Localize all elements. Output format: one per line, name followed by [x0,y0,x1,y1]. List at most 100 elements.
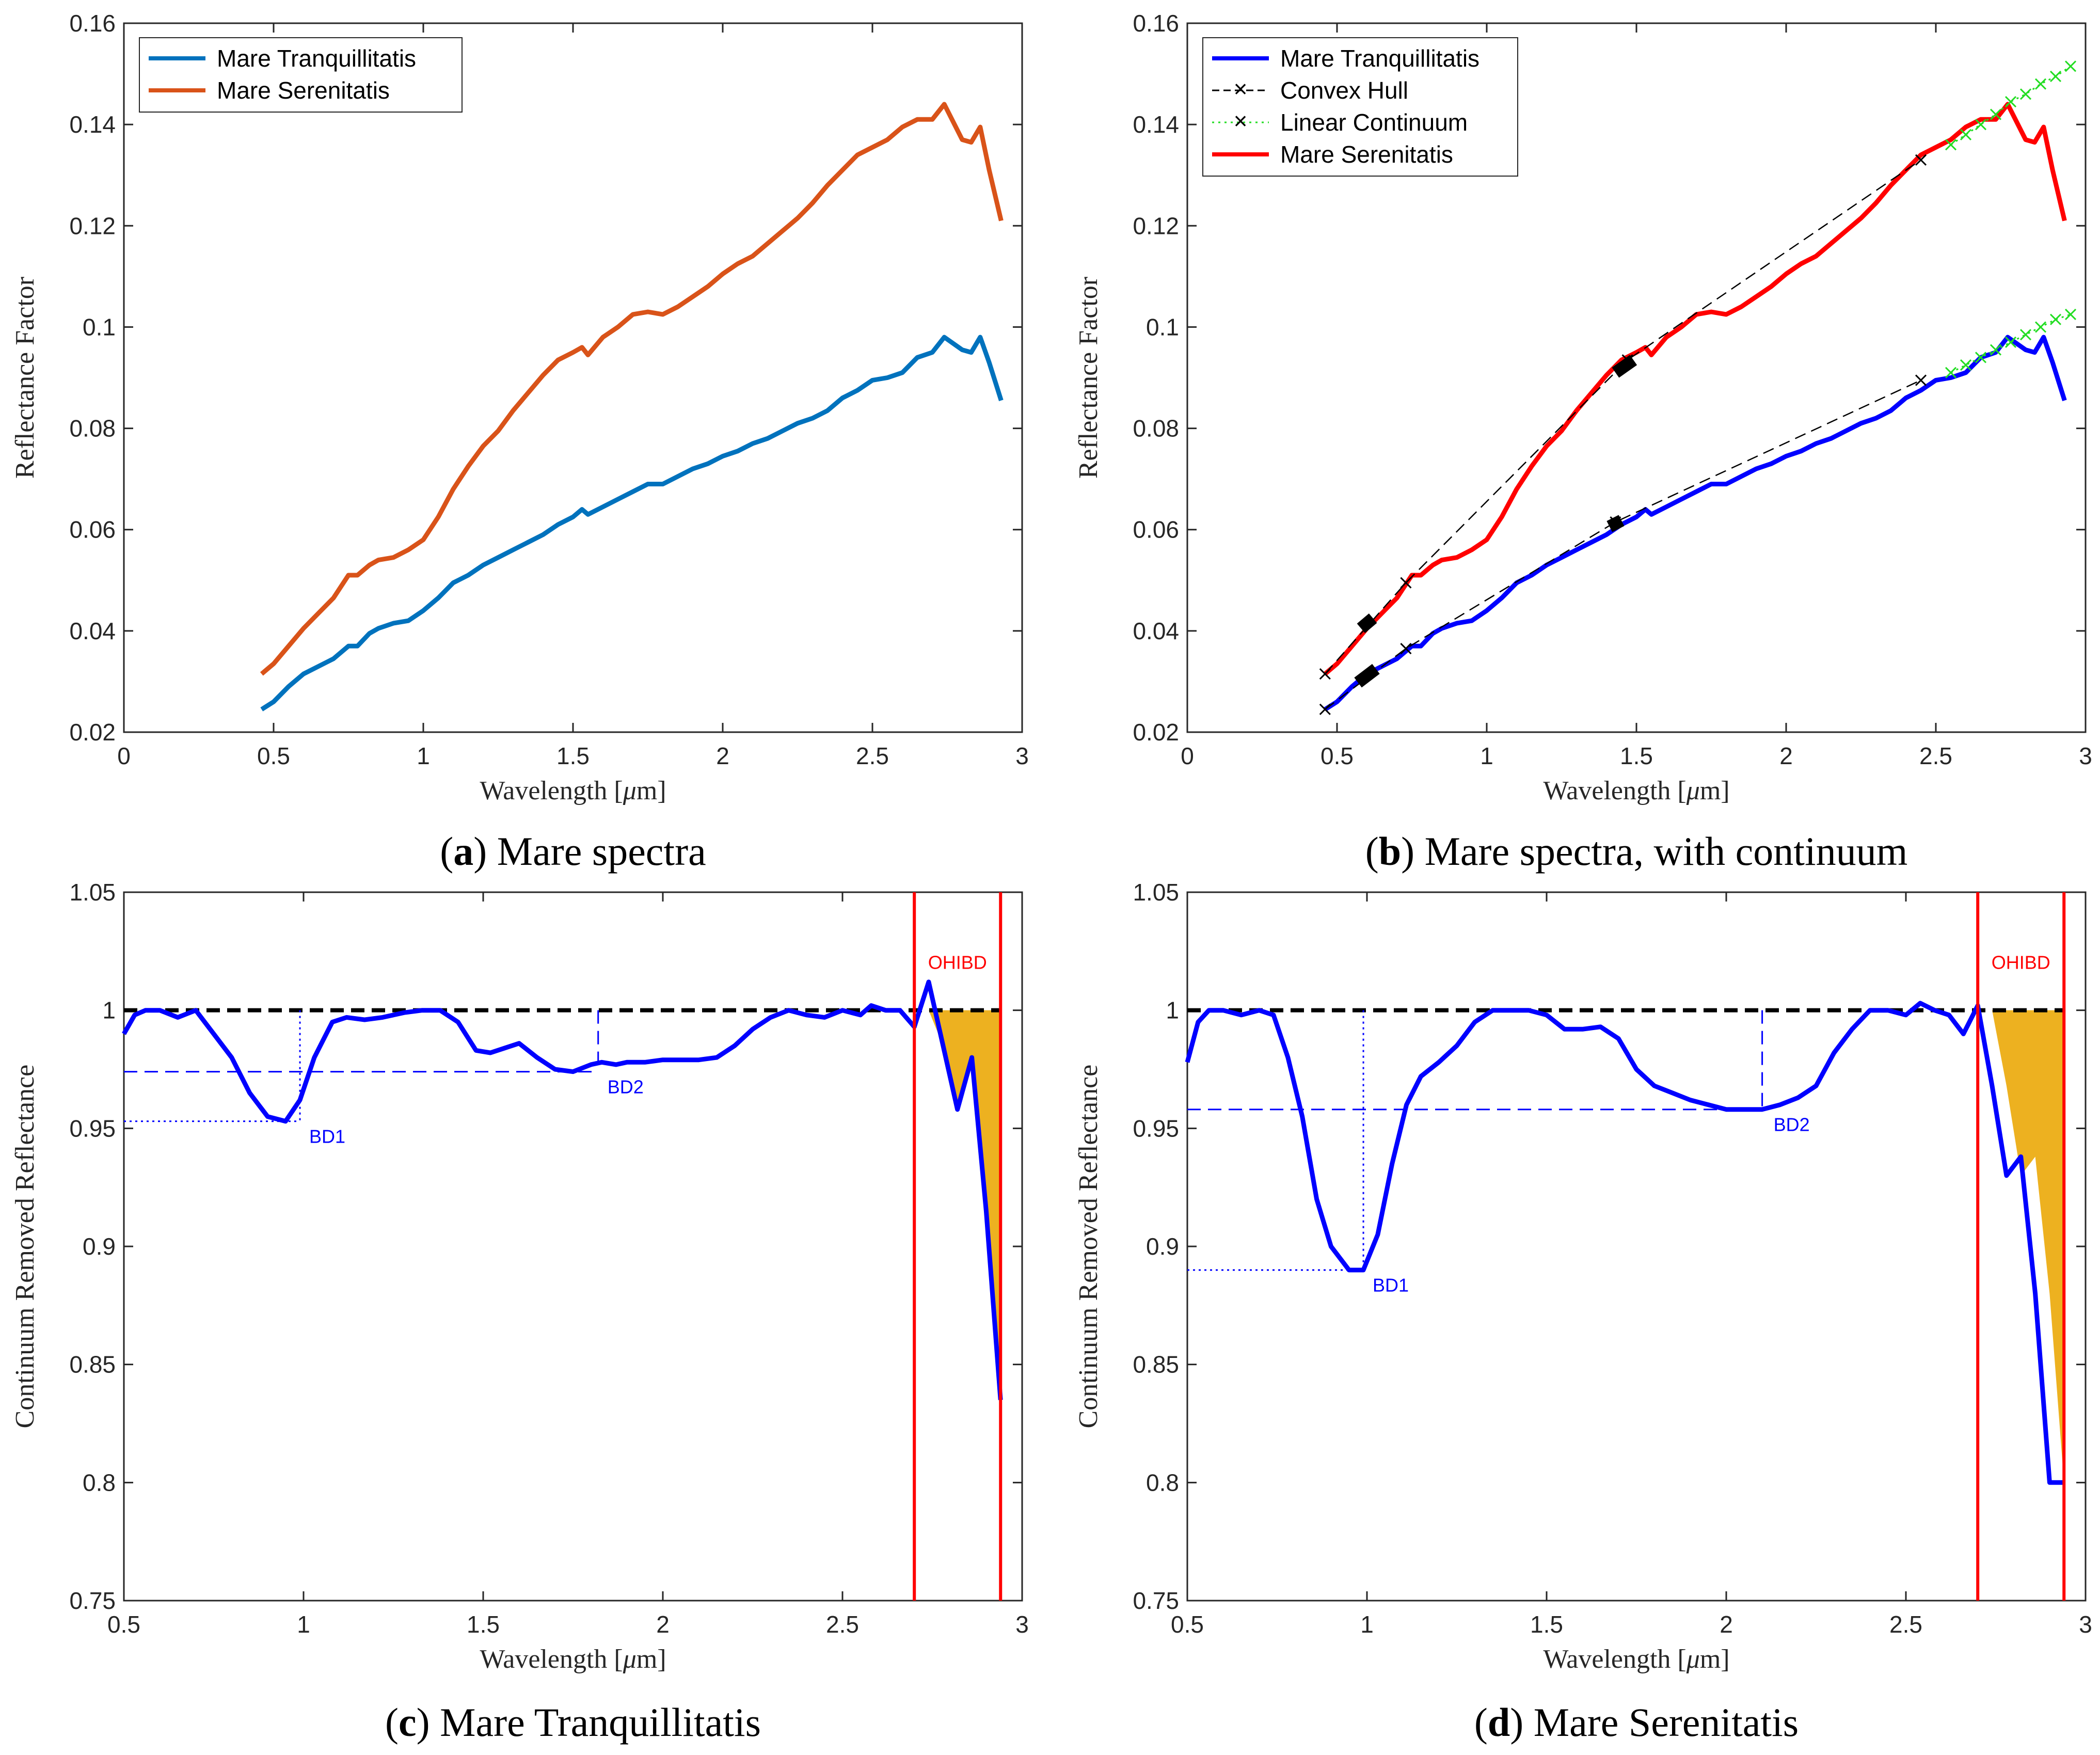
convex-hull-vertex [1915,374,1927,386]
y-tick-label: 0.08 [1133,415,1179,442]
x-tick-label: 2.5 [1919,742,1952,769]
convex-hull-vertex [1319,703,1331,715]
x-axis-label-mu: μ [1686,1645,1700,1674]
x-axis-label-end: m] [637,776,666,805]
y-tick-label: 0.9 [83,1233,116,1260]
y-axis-label: Continuum Removed Reflectance [1074,1065,1103,1429]
legend-marker: × [1234,107,1248,134]
caption-text: Mare Serenitatis [1523,1700,1799,1745]
convex-hull-vertex [1400,577,1412,589]
convex-hull-vertex [1915,154,1927,166]
linear-continuum-marker [2064,60,2077,72]
y-tick-label: 0.08 [69,415,116,442]
linear-continuum-marker [1990,108,2002,120]
convex-hull-vertex [1400,643,1412,655]
y-tick-label: 0.9 [1146,1233,1179,1260]
x-tick-label: 0.5 [1171,1611,1204,1638]
panel-c-mare-tranquillitatis: 0.5 1 1.5 2 2.5 3 0.75 0.8 0.85 0.9 0.95 1 1.05 Wavel… [10,879,1029,1745]
legend-entry-label: Linear Continuum [1280,109,1468,136]
caption-paren-close: ) [417,1700,430,1745]
y-tick-label: 0.75 [1133,1587,1179,1614]
x-tick-label: 1.5 [467,1611,500,1638]
y-tick-label: 0.06 [1133,516,1179,543]
x-tick-label: 2 [1779,742,1793,769]
legend-box [139,37,463,113]
panel-caption: (c) Mare Tranquillitatis [385,1700,761,1745]
y-tick-label: 0.95 [1133,1115,1179,1142]
y-tick-label: 1 [102,997,116,1024]
bd1-label: BD1 [309,1126,345,1147]
bd2-label: BD2 [608,1077,644,1098]
linear-continuum-marker [1945,367,1957,378]
x-tick-label: 1 [297,1611,310,1638]
caption-paren-close: ) [1401,829,1414,874]
series-line-serenitatis [260,102,1004,676]
x-tick-label: 1 [1360,1611,1374,1638]
linear-continuum-marker [2004,336,2017,348]
x-axis-label-start: Wavelength [ [1543,1645,1686,1674]
x-tick-label: 0 [117,742,131,769]
caption-text: Mare spectra, with continuum [1414,829,1907,874]
linear-continuum-marker [1945,139,1957,151]
y-tick-label: 0.12 [69,212,116,239]
convex-hull-line [1325,380,1921,710]
y-tick-label: 0.02 [1133,719,1179,746]
y-tick-label: 0.04 [1133,618,1179,644]
linear-continuum-marker [1975,352,1987,363]
series-line-tranquillitatis [260,335,1004,712]
y-tick-label: 0.02 [69,719,116,746]
x-axis-label: Wavelength [μm] [480,776,666,805]
linear-continuum-marker [1960,129,1972,140]
y-tick-label: 0.1 [83,313,116,340]
x-tick-label: 2.5 [856,742,889,769]
y-axis-label: Continuum Removed Reflectance [10,1065,40,1429]
y-tick-label: 1.05 [1133,879,1179,906]
legend-marker: × [1234,75,1248,102]
caption-letter: d [1488,1700,1510,1745]
continuum-removed-spectrum [122,979,1003,1400]
x-tick-label: 1.5 [1620,742,1653,769]
caption-paren-open: ( [1365,829,1379,874]
ohibd-label: OHIBD [928,952,987,973]
panel-b-mare-spectra-continuum: 0 0.5 1 1.5 2 2.5 3 0.02 0.04 0.06 0.08 0.1 0.12 0.14… [1074,10,2092,874]
caption-paren-open: ( [385,1700,399,1745]
caption-letter: c [399,1700,417,1745]
x-tick-label: 2.5 [1889,1611,1922,1638]
x-tick-label: 3 [2079,742,2092,769]
x-axis-label-start: Wavelength [ [480,776,623,805]
linear-continuum-marker [1960,359,1972,371]
legend-entry-label: Convex Hull [1280,77,1408,104]
linear-continuum-marker [2004,96,2017,108]
x-tick-label: 1 [417,742,430,769]
x-axis-label-mu: μ [623,776,637,805]
panel-caption: (b) Mare spectra, with continuum [1365,829,1908,874]
linear-continuum-marker [2034,78,2047,90]
spectrum-line [1323,102,2067,676]
hull-contact-segment [1357,613,1377,634]
x-tick-label: 0.5 [107,1611,140,1638]
y-tick-label: 0.06 [69,516,116,543]
caption-paren-open: ( [440,829,453,874]
x-tick-label: 0.5 [257,742,290,769]
caption-text: Mare Tranquillitatis [430,1700,761,1745]
legend-entry-label: Mare Tranquillitatis [1280,45,1479,72]
x-tick-label: 0.5 [1321,742,1354,769]
caption-letter: a [453,829,473,874]
panel-d-mare-serenitatis: 0.5 1 1.5 2 2.5 3 0.75 0.8 0.85 0.9 0.95 1 1.05 Wavel… [1074,879,2092,1745]
panel-caption: (d) Mare Serenitatis [1474,1700,1799,1745]
x-tick-label: 2 [656,1611,670,1638]
x-axis-label-end: m] [637,1645,666,1674]
y-tick-label: 0.12 [1133,212,1179,239]
y-axis-label: Reflectance Factor [10,277,40,479]
panel-a-mare-spectra: 0 0.5 1 1.5 2 2.5 3 0.02 0.04 0.06 0.08 0.1 0.12 0.14… [10,10,1029,874]
x-tick-label: 1.5 [1530,1611,1563,1638]
x-tick-label: 0 [1181,742,1194,769]
hull-contact-segment [1606,515,1625,532]
x-axis-label-mu: μ [623,1645,637,1674]
y-tick-label: 0.8 [1146,1469,1179,1496]
x-tick-label: 3 [1015,742,1029,769]
x-axis-label-end: m] [1700,1645,1730,1674]
x-axis-label-start: Wavelength [ [480,1645,623,1674]
x-axis-label-end: m] [1700,776,1730,805]
caption-text: Mare spectra [487,829,706,874]
